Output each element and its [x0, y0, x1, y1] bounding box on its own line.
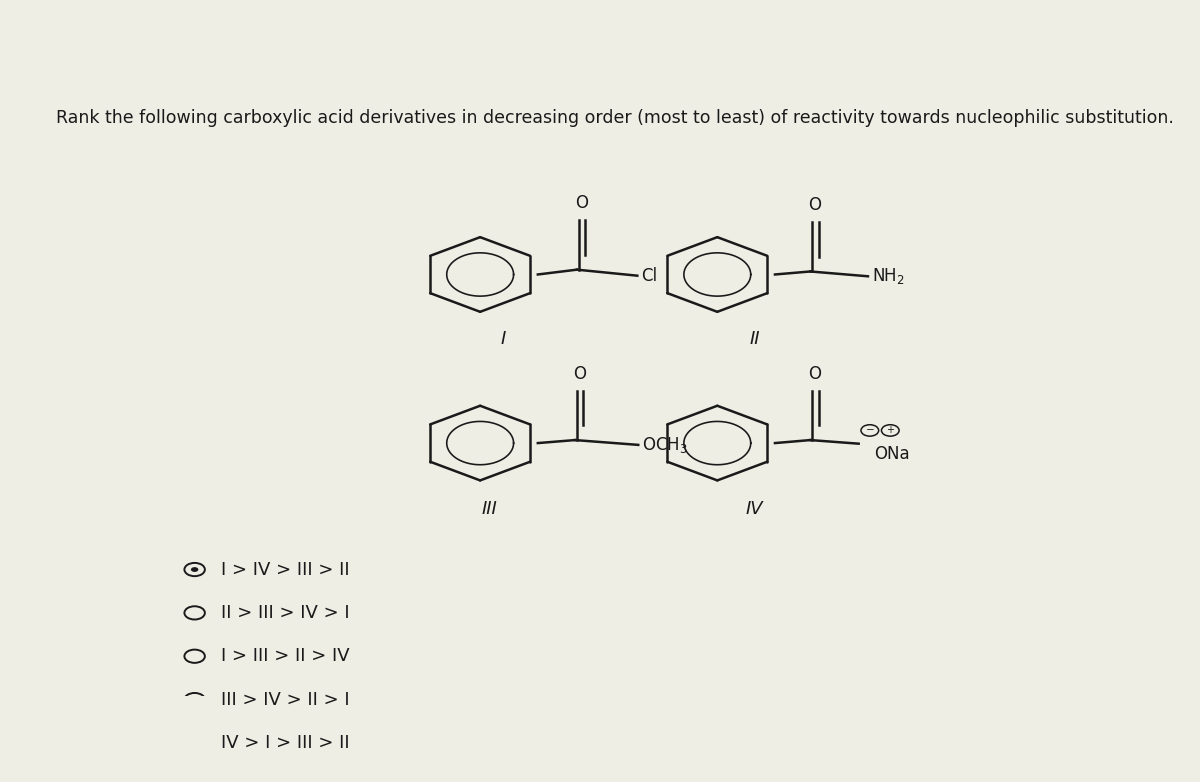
Text: NH$_2$: NH$_2$	[871, 267, 905, 286]
Text: OCH$_3$: OCH$_3$	[642, 435, 688, 455]
Circle shape	[191, 567, 198, 572]
Text: O: O	[574, 365, 586, 383]
Text: −: −	[865, 425, 874, 436]
Text: III: III	[481, 500, 497, 518]
Text: I: I	[500, 330, 506, 348]
Text: I > IV > III > II: I > IV > III > II	[221, 561, 349, 579]
Text: O: O	[575, 195, 588, 213]
Text: Rank the following carboxylic acid derivatives in decreasing order (most to leas: Rank the following carboxylic acid deriv…	[56, 109, 1174, 127]
Text: I > III > II > IV: I > III > II > IV	[221, 647, 349, 665]
Text: III > IV > II > I: III > IV > II > I	[221, 691, 349, 708]
Text: IV: IV	[745, 500, 763, 518]
Text: II > III > IV > I: II > III > IV > I	[221, 604, 349, 622]
Text: II: II	[749, 330, 760, 348]
Text: +: +	[887, 425, 894, 436]
Text: O: O	[809, 196, 822, 214]
Text: O: O	[809, 365, 822, 383]
Text: ONa: ONa	[875, 446, 910, 464]
Text: IV > I > III > II: IV > I > III > II	[221, 734, 349, 752]
Text: Cl: Cl	[641, 267, 658, 285]
